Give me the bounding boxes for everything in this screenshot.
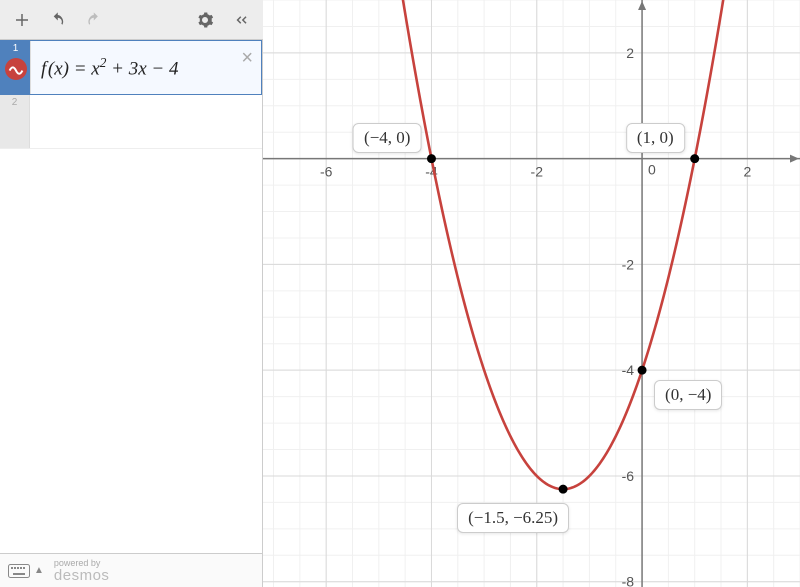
graph-point[interactable] <box>638 366 647 375</box>
expression-color-icon[interactable] <box>5 58 27 80</box>
powered-by: powered by desmos <box>54 559 110 583</box>
expression-row[interactable]: 1 f (x) = x2 + 3x − 4 × <box>0 40 262 95</box>
redo-icon <box>85 11 103 29</box>
expression-delete-button[interactable]: × <box>241 47 253 70</box>
sidebar-footer: ▲ powered by desmos <box>0 553 262 587</box>
graph-point[interactable] <box>559 485 568 494</box>
close-icon: × <box>241 47 253 69</box>
svg-text:-8: -8 <box>622 574 635 587</box>
svg-text:-2: -2 <box>531 164 544 180</box>
graph-svg: -6-4-202-8-6-4-22 <box>263 0 800 587</box>
wave-icon <box>8 61 24 77</box>
expression-index: 2 <box>12 97 18 108</box>
app-root: 1 f (x) = x2 + 3x − 4 × 2 <box>0 0 800 587</box>
svg-text:0: 0 <box>648 162 656 178</box>
chevron-up-icon: ▲ <box>34 565 44 576</box>
expression-index: 1 <box>13 43 19 54</box>
point-label[interactable]: (0, −4) <box>654 380 722 410</box>
graph-point[interactable] <box>690 154 699 163</box>
toolbar <box>0 0 263 40</box>
settings-button[interactable] <box>191 6 219 34</box>
keyboard-icon <box>8 564 30 578</box>
svg-text:-6: -6 <box>320 164 333 180</box>
svg-text:2: 2 <box>743 164 751 180</box>
keyboard-button[interactable]: ▲ <box>8 564 44 578</box>
svg-text:-6: -6 <box>622 468 635 484</box>
svg-text:-4: -4 <box>622 362 635 378</box>
undo-icon <box>49 11 67 29</box>
expression-gutter: 1 <box>1 41 31 94</box>
expression-input[interactable] <box>30 95 262 148</box>
graph-area[interactable]: -6-4-202-8-6-4-22(−4, 0)(1, 0)(0, −4)(−1… <box>263 0 800 587</box>
brand-label: desmos <box>54 568 110 583</box>
expression-gutter: 2 <box>0 95 30 148</box>
sidebar: 1 f (x) = x2 + 3x − 4 × 2 <box>0 0 263 587</box>
plus-icon <box>13 11 31 29</box>
chevrons-left-icon <box>232 11 250 29</box>
svg-text:-2: -2 <box>622 256 635 272</box>
svg-text:2: 2 <box>626 45 634 61</box>
point-label[interactable]: (1, 0) <box>626 123 685 153</box>
undo-button[interactable] <box>44 6 72 34</box>
point-label[interactable]: (−1.5, −6.25) <box>457 503 569 533</box>
expression-row[interactable]: 2 <box>0 95 262 149</box>
main: 1 f (x) = x2 + 3x − 4 × 2 <box>0 0 800 587</box>
graph-point[interactable] <box>427 154 436 163</box>
expression-input[interactable]: f (x) = x2 + 3x − 4 <box>31 41 261 94</box>
point-label[interactable]: (−4, 0) <box>353 123 421 153</box>
add-button[interactable] <box>8 6 36 34</box>
gear-icon <box>196 11 214 29</box>
redo-button[interactable] <box>80 6 108 34</box>
collapse-button[interactable] <box>227 6 255 34</box>
